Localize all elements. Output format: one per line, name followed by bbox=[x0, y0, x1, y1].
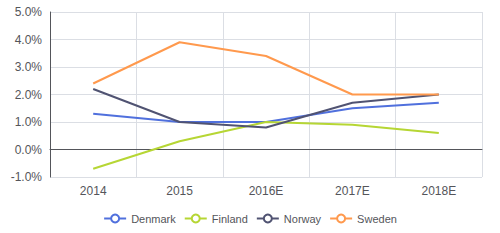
svg-text:2015: 2015 bbox=[166, 184, 193, 198]
svg-text:Sweden: Sweden bbox=[357, 213, 397, 225]
svg-text:2.0%: 2.0% bbox=[15, 88, 43, 102]
svg-text:4.0%: 4.0% bbox=[15, 33, 43, 47]
svg-text:5.0%: 5.0% bbox=[15, 5, 43, 19]
svg-text:2016E: 2016E bbox=[249, 184, 284, 198]
svg-text:-1.0%: -1.0% bbox=[11, 170, 43, 184]
svg-text:1.0%: 1.0% bbox=[15, 115, 43, 129]
svg-text:Norway: Norway bbox=[284, 213, 322, 225]
svg-text:2014: 2014 bbox=[80, 184, 107, 198]
svg-text:Denmark: Denmark bbox=[131, 213, 176, 225]
svg-text:Finland: Finland bbox=[212, 213, 248, 225]
svg-text:0.0%: 0.0% bbox=[15, 143, 43, 157]
svg-text:2017E: 2017E bbox=[335, 184, 370, 198]
svg-text:3.0%: 3.0% bbox=[15, 60, 43, 74]
svg-text:2018E: 2018E bbox=[421, 184, 456, 198]
